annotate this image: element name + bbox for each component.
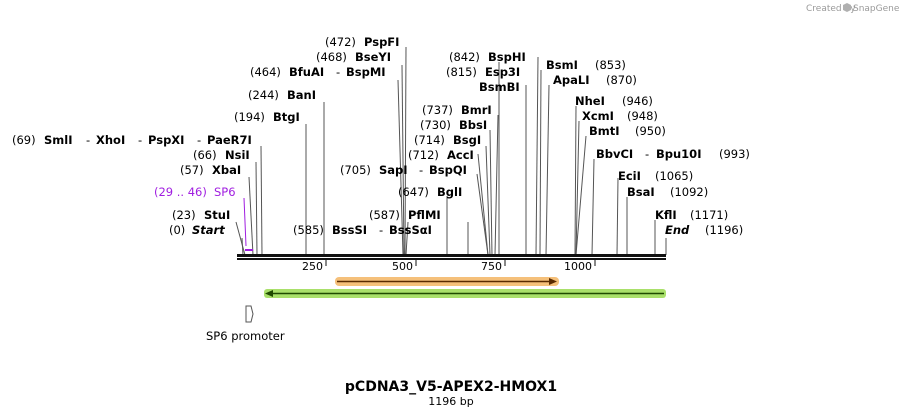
site-pos-smli: (69) xyxy=(12,133,36,147)
site-pos-apali: (870) xyxy=(606,73,637,87)
enzyme-pspxi: PspXI xyxy=(148,133,184,147)
enzyme-bmri: BmrI xyxy=(461,103,492,117)
ruler-tick-750: 750 xyxy=(481,260,502,273)
enzyme-pspfi: PspFI xyxy=(364,35,399,49)
enzyme-bpu10i: Bpu10I xyxy=(656,147,701,161)
enzyme-kfli: KflI xyxy=(655,208,677,222)
site-pos-ecii: (1065) xyxy=(655,169,693,183)
ruler-tick-500: 500 xyxy=(392,260,413,273)
enzyme-bmti: BmtI xyxy=(589,124,620,138)
site-pos-bani: (244) xyxy=(248,88,279,102)
svg-text:-: - xyxy=(197,133,201,147)
sp6-site-marker xyxy=(245,249,253,251)
end-label: End xyxy=(665,223,690,237)
site-pos-xbai: (57) xyxy=(180,163,204,177)
enzyme-bsssai: BssSαI xyxy=(389,223,432,237)
enzyme-ecii: EciI xyxy=(618,169,641,183)
site-pos-acci: (712) xyxy=(408,148,439,162)
enzyme-bbvci: BbvCI xyxy=(596,147,633,161)
enzyme-apali: ApaLI xyxy=(553,73,590,87)
enzyme-pflmi: PflMI xyxy=(408,208,441,222)
site-pos-bsphi: (842) xyxy=(449,50,480,64)
site-pos-bfuai: (464) xyxy=(250,65,281,79)
svg-text:-: - xyxy=(419,163,423,177)
ruler: 250 500 750 1000 xyxy=(302,259,596,273)
enzyme-paer7i: PaeR7I xyxy=(207,133,252,147)
enzyme-acci: AccI xyxy=(447,148,474,162)
restriction-site-labels: (0) Start (23) StuI (29 .. 46) SP6 (57) … xyxy=(12,35,750,237)
enzyme-bgli: BglI xyxy=(437,185,462,199)
enzyme-xbai: XbaI xyxy=(212,163,241,177)
snapgene-logo-icon xyxy=(843,3,851,12)
enzyme-nhei: NheI xyxy=(575,94,605,108)
site-pos-bsmi: (853) xyxy=(595,58,626,72)
ruler-tick-1000: 1000 xyxy=(564,260,592,273)
site-pos-sapi: (705) xyxy=(340,163,371,177)
site-pos-sp6: (29 .. 46) xyxy=(154,185,207,199)
sp6-promoter-feature-icon xyxy=(245,305,254,323)
enzyme-bfuai: BfuAI xyxy=(289,65,324,79)
site-pos-pflmi: (587) xyxy=(369,208,400,222)
svg-text:-: - xyxy=(379,223,383,237)
enzyme-bsssi: BssSI xyxy=(332,223,367,237)
enzyme-bani: BanI xyxy=(287,88,316,102)
site-pos-end: (1196) xyxy=(705,223,743,237)
site-pos-bsai: (1092) xyxy=(670,185,708,199)
enzyme-bspqi: BspQI xyxy=(429,163,467,177)
enzyme-xcmi: XcmI xyxy=(582,109,614,123)
enzyme-bspmi: BspMI xyxy=(346,65,386,79)
site-sp6: SP6 xyxy=(214,185,236,199)
site-pos-bseyi: (468) xyxy=(316,50,347,64)
enzyme-btgi: BtgI xyxy=(273,110,300,124)
site-pos-pspfi: (472) xyxy=(325,35,356,49)
enzyme-smli: SmlI xyxy=(44,133,73,147)
site-pos-bbsi: (730) xyxy=(420,118,451,132)
svg-text:-: - xyxy=(138,133,142,147)
site-pos-bsgi: (714) xyxy=(414,133,445,147)
site-pos-nhei: (946) xyxy=(622,94,653,108)
enzyme-bsgi: BsgI xyxy=(453,133,481,147)
enzyme-esp3i: Esp3I xyxy=(485,65,520,79)
enzyme-bbsi: BbsI xyxy=(459,118,487,132)
site-pos-bgli: (647) xyxy=(398,185,429,199)
plasmid-length: 1196 bp xyxy=(428,395,473,408)
svg-text:-: - xyxy=(645,147,649,161)
ruler-tick-250: 250 xyxy=(302,260,323,273)
green-feature-arrow xyxy=(264,289,666,298)
sp6-promoter-label: SP6 promoter xyxy=(206,329,285,343)
enzyme-bseyi: BseYI xyxy=(355,50,391,64)
site-pos-bsssi: (585) xyxy=(293,223,324,237)
site-pos-bmti: (950) xyxy=(635,124,666,138)
enzyme-sapi: SapI xyxy=(379,163,408,177)
sequence-backbone xyxy=(237,254,666,260)
enzyme-nsii: NsiI xyxy=(225,148,250,162)
enzyme-bsmi: BsmI xyxy=(546,58,578,72)
credit-text: Created by xyxy=(806,4,856,14)
site-pos-esp3i: (815) xyxy=(446,65,477,79)
enzyme-bsai: BsaI xyxy=(627,185,655,199)
enzyme-xhoi: XhoI xyxy=(96,133,125,147)
site-pos-stui: (23) xyxy=(172,208,196,222)
start-label: Start xyxy=(192,223,225,237)
site-pos-bbvci: (993) xyxy=(719,147,750,161)
site-pos-xcmi: (948) xyxy=(627,109,658,123)
orange-feature-arrow xyxy=(335,277,559,286)
enzyme-bsmbi: BsmBI xyxy=(479,80,520,94)
brand-name: SnapGene xyxy=(853,4,900,14)
svg-text:-: - xyxy=(336,65,340,79)
enzyme-stui: StuI xyxy=(204,208,230,222)
site-pos-btgi: (194) xyxy=(234,110,265,124)
site-leader-lines xyxy=(235,46,667,256)
plasmid-title: pCDNA3_V5-APEX2-HMOX1 xyxy=(345,379,557,395)
site-pos-kfli: (1171) xyxy=(690,208,728,222)
svg-text:-: - xyxy=(86,133,90,147)
site-pos-start: (0) xyxy=(169,223,185,237)
site-pos-bmri: (737) xyxy=(422,103,453,117)
enzyme-bsphi: BspHI xyxy=(488,50,526,64)
site-pos-nsii: (66) xyxy=(193,148,217,162)
